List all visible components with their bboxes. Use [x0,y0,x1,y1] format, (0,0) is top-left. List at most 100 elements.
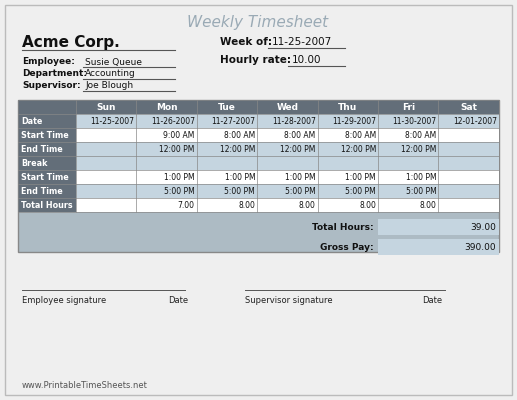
Text: Department:: Department: [22,70,87,78]
Text: 12:00 PM: 12:00 PM [159,144,195,154]
Bar [18,170,76,184]
Bar [18,128,76,142]
Text: 8.00: 8.00 [359,200,376,210]
Bar [76,156,136,170]
Bar [197,156,257,170]
Text: 11-28-2007: 11-28-2007 [272,116,315,126]
Bar [438,142,499,156]
Text: 390.00: 390.00 [464,242,496,252]
Text: Break: Break [21,158,48,168]
Text: 39.00: 39.00 [470,222,496,232]
Bar [197,170,257,184]
Bar [18,184,76,198]
Bar [18,142,76,156]
Bar [136,128,197,142]
Text: 12:00 PM: 12:00 PM [401,144,436,154]
Bar [378,184,438,198]
Text: 8.00: 8.00 [419,200,436,210]
Bar [136,114,197,128]
Bar [76,184,136,198]
Text: 12:00 PM: 12:00 PM [341,144,376,154]
Text: Sat: Sat [460,102,477,112]
Text: Thu: Thu [338,102,357,112]
Text: 5:00 PM: 5:00 PM [406,186,436,196]
Bar [438,114,499,128]
Text: 10.00: 10.00 [292,55,322,65]
Text: 12-01-2007: 12-01-2007 [453,116,497,126]
Text: 12:00 PM: 12:00 PM [220,144,255,154]
Bar [136,170,197,184]
Text: 1:00 PM: 1:00 PM [345,172,376,182]
Bar [257,198,317,212]
Bar [18,156,76,170]
Bar [197,142,257,156]
Bar [136,156,197,170]
Text: Start Time: Start Time [21,130,69,140]
Bar [378,170,438,184]
Bar [136,198,197,212]
Text: 8:00 AM: 8:00 AM [345,130,376,140]
Text: 8.00: 8.00 [299,200,315,210]
Text: Weekly Timesheet: Weekly Timesheet [188,14,329,30]
Bar [438,198,499,212]
Bar [197,184,257,198]
Text: 1:00 PM: 1:00 PM [285,172,315,182]
Text: 8.00: 8.00 [238,200,255,210]
Text: Supervisor signature: Supervisor signature [245,296,332,305]
Bar [378,128,438,142]
Text: Employee:: Employee: [22,58,75,66]
Text: Date: Date [168,296,188,305]
Bar [317,142,378,156]
Text: Total Hours:: Total Hours: [312,222,374,232]
Bar [197,128,257,142]
Text: Date: Date [21,116,42,126]
Bar [317,128,378,142]
Text: Joe Blough: Joe Blough [85,82,133,90]
Text: 8:00 AM: 8:00 AM [405,130,436,140]
Text: 11-25-2007: 11-25-2007 [272,37,332,47]
Bar [317,184,378,198]
Text: www.PrintableTimeSheets.net: www.PrintableTimeSheets.net [22,380,148,390]
Bar [317,114,378,128]
Text: 11-30-2007: 11-30-2007 [392,116,436,126]
Bar [378,198,438,212]
Text: 9:00 AM: 9:00 AM [163,130,195,140]
Bar [438,170,499,184]
Text: 8:00 AM: 8:00 AM [224,130,255,140]
Text: 8:00 AM: 8:00 AM [284,130,315,140]
Bar [76,128,136,142]
Bar [378,219,499,235]
Bar [197,198,257,212]
Bar [76,142,136,156]
Text: 12:00 PM: 12:00 PM [280,144,315,154]
Bar [378,142,438,156]
Text: Hourly rate:: Hourly rate: [220,55,291,65]
Bar [257,142,317,156]
Text: End Time: End Time [21,186,63,196]
Text: 11-25-2007: 11-25-2007 [90,116,134,126]
Bar [18,100,499,252]
Bar [317,198,378,212]
Text: Mon: Mon [156,102,177,112]
Text: 11-26-2007: 11-26-2007 [151,116,195,126]
Text: 5:00 PM: 5:00 PM [285,186,315,196]
Bar [438,184,499,198]
Text: 7.00: 7.00 [178,200,195,210]
Text: 1:00 PM: 1:00 PM [164,172,195,182]
Bar [317,170,378,184]
Bar [18,114,76,128]
Text: 11-27-2007: 11-27-2007 [211,116,255,126]
Text: End Time: End Time [21,144,63,154]
Bar [197,114,257,128]
Text: Wed: Wed [277,102,298,112]
Text: 1:00 PM: 1:00 PM [224,172,255,182]
Bar [76,114,136,128]
Text: Susie Queue: Susie Queue [85,58,142,66]
Text: Week of:: Week of: [220,37,272,47]
Bar [18,100,499,114]
Text: Acme Corp.: Acme Corp. [22,34,120,50]
Bar [257,156,317,170]
Bar [257,128,317,142]
Bar [257,184,317,198]
Bar [136,184,197,198]
